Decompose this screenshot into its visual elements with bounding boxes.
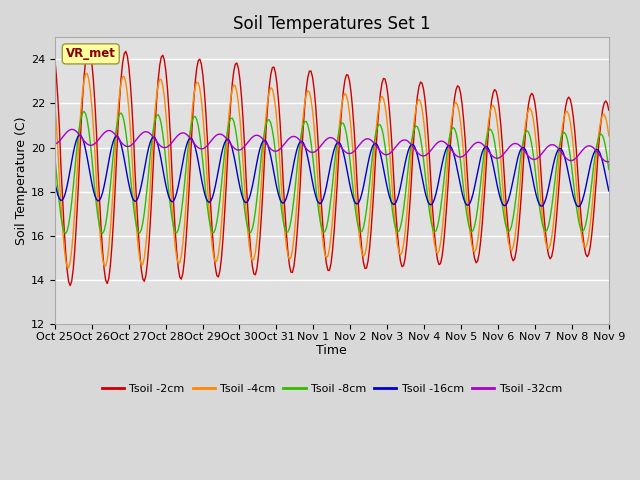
- Tsoil -16cm: [577, 201, 585, 207]
- Line: Tsoil -16cm: Tsoil -16cm: [55, 135, 609, 206]
- Tsoil -16cm: [295, 142, 303, 147]
- Tsoil -8cm: [219, 166, 227, 171]
- Tsoil -32cm: [605, 159, 612, 165]
- Tsoil -2cm: [237, 94, 245, 99]
- Tsoil -2cm: [85, 45, 93, 50]
- Tsoil -4cm: [605, 133, 612, 139]
- Text: VR_met: VR_met: [66, 48, 116, 60]
- Tsoil -8cm: [80, 108, 88, 114]
- Tsoil -32cm: [575, 151, 583, 157]
- Title: Soil Temperatures Set 1: Soil Temperatures Set 1: [233, 15, 431, 33]
- Tsoil -8cm: [237, 179, 245, 184]
- Tsoil -16cm: [574, 204, 582, 209]
- Tsoil -16cm: [51, 179, 59, 185]
- Tsoil -16cm: [245, 195, 253, 201]
- Tsoil -8cm: [122, 129, 129, 134]
- Tsoil -8cm: [577, 227, 585, 233]
- Tsoil -2cm: [51, 55, 59, 61]
- Tsoil -4cm: [296, 151, 304, 156]
- Tsoil -16cm: [218, 152, 225, 157]
- Tsoil -2cm: [67, 283, 74, 288]
- Tsoil -8cm: [296, 139, 304, 144]
- Line: Tsoil -2cm: Tsoil -2cm: [55, 48, 609, 286]
- X-axis label: Time: Time: [316, 344, 347, 357]
- Tsoil -4cm: [577, 228, 585, 234]
- Tsoil -8cm: [605, 167, 612, 172]
- Tsoil -4cm: [65, 265, 72, 271]
- Tsoil -2cm: [577, 214, 585, 219]
- Tsoil -16cm: [120, 156, 128, 162]
- Line: Tsoil -8cm: Tsoil -8cm: [55, 111, 609, 233]
- Line: Tsoil -4cm: Tsoil -4cm: [55, 73, 609, 268]
- Tsoil -32cm: [51, 141, 59, 147]
- Tsoil -2cm: [605, 107, 612, 113]
- Tsoil -4cm: [83, 71, 91, 76]
- Tsoil -2cm: [296, 183, 304, 189]
- Tsoil -32cm: [295, 136, 303, 142]
- Tsoil -4cm: [219, 201, 227, 207]
- Tsoil -32cm: [236, 147, 244, 153]
- Tsoil -32cm: [218, 132, 225, 137]
- Tsoil -4cm: [51, 99, 59, 105]
- Y-axis label: Soil Temperature (C): Soil Temperature (C): [15, 116, 28, 245]
- Tsoil -8cm: [247, 229, 255, 235]
- Tsoil -8cm: [61, 230, 69, 236]
- Tsoil -16cm: [236, 184, 244, 190]
- Tsoil -4cm: [122, 79, 129, 85]
- Tsoil -16cm: [76, 132, 83, 138]
- Tsoil -4cm: [237, 136, 245, 142]
- Legend: Tsoil -2cm, Tsoil -4cm, Tsoil -8cm, Tsoil -16cm, Tsoil -32cm: Tsoil -2cm, Tsoil -4cm, Tsoil -8cm, Tsoi…: [97, 380, 566, 398]
- Tsoil -2cm: [219, 236, 227, 242]
- Tsoil -4cm: [247, 253, 255, 259]
- Tsoil -32cm: [604, 159, 611, 165]
- Tsoil -2cm: [247, 248, 255, 254]
- Line: Tsoil -32cm: Tsoil -32cm: [55, 130, 609, 162]
- Tsoil -2cm: [122, 48, 129, 54]
- Tsoil -32cm: [245, 138, 253, 144]
- Tsoil -8cm: [51, 152, 59, 158]
- Tsoil -32cm: [120, 143, 128, 148]
- Tsoil -32cm: [68, 127, 76, 132]
- Tsoil -16cm: [605, 188, 612, 194]
